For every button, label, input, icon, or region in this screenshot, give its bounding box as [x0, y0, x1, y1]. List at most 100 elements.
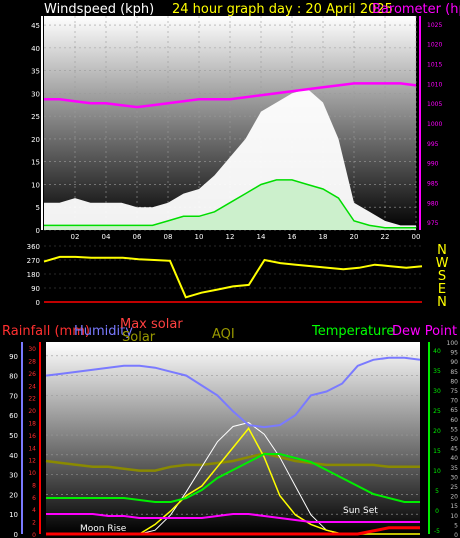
sunset-marker-label: Sun Set: [343, 506, 378, 516]
dewpoint-legend: Dew Point: [392, 324, 457, 339]
compass-label: N: [437, 295, 447, 310]
baro-tick-label: 990: [427, 161, 439, 168]
humidity-tick-label: 20: [9, 491, 18, 499]
plot-area: [46, 342, 420, 534]
wind-tick-label: 15: [31, 159, 40, 167]
temperature-tick-label: 10: [433, 468, 441, 475]
compass-label: S: [438, 269, 446, 284]
wind-tick-label: 10: [31, 181, 40, 189]
temperature-tick-label: 30: [433, 388, 441, 395]
wind-barometer-chart: 0510152025303540459759809859909951000100…: [31, 16, 442, 241]
temperature-tick-label: 20: [433, 428, 441, 435]
solar-tick-label: 75: [450, 388, 458, 395]
humidity-tick-label: 70: [9, 392, 18, 400]
dewpoint-line: [46, 513, 420, 523]
solar-tick-label: 10: [450, 513, 458, 520]
solar-tick-label: 55: [450, 426, 458, 433]
hour-tick-label: 18: [319, 233, 328, 241]
moonrise-marker-label: Moon Rise: [80, 524, 127, 534]
humidity-tick-label: 60: [9, 412, 18, 420]
compass-label: W: [436, 256, 449, 271]
rain-tick-label: 2: [32, 520, 36, 527]
hour-tick-label: 12: [226, 233, 235, 241]
direction-tick-label: 180: [27, 271, 40, 279]
wind-direction-line: [43, 255, 423, 299]
temperature-tick-label: 0: [435, 508, 439, 515]
solar-tick-label: 70: [450, 398, 458, 405]
solar-tick-label: 20: [450, 494, 458, 501]
rainfall-line: [46, 526, 420, 536]
wind-speed-area: [44, 179, 416, 230]
rain-tick-label: 16: [28, 433, 36, 440]
solar-tick-label: 85: [450, 369, 458, 376]
barometer-line: [44, 82, 417, 109]
baro-tick-label: 1020: [427, 42, 442, 49]
temperature-tick-label: 5: [435, 488, 439, 495]
graph-title: 24 hour graph day : 20 April 2025: [172, 2, 393, 17]
rain-tick-label: 28: [28, 359, 36, 366]
temperature-tick-label: 35: [433, 368, 441, 375]
hour-tick-label: 16: [288, 233, 297, 241]
rain-tick-label: 20: [28, 408, 36, 415]
rain-tick-label: 24: [28, 383, 36, 390]
solar-tick-label: 25: [450, 484, 458, 491]
direction-tick-label: 0: [36, 299, 40, 307]
baro-tick-label: 985: [427, 180, 439, 187]
baro-tick-label: 1005: [427, 101, 442, 108]
direction-tick-label: 270: [27, 257, 40, 265]
temperature-tick-label: 25: [433, 408, 441, 415]
compass-label: N: [437, 243, 447, 258]
barometer-axis-title: Barometer (hpa): [372, 2, 460, 17]
humidity-line: [45, 356, 421, 429]
wind-tick-label: 35: [31, 68, 40, 76]
hour-tick-label: 08: [164, 233, 173, 241]
wind-axis-title: Windspeed (kph): [44, 2, 154, 17]
solar-tick-label: 5: [454, 522, 458, 529]
direction-tick-label: 90: [31, 285, 40, 293]
solar-tick-label: 40: [450, 455, 458, 462]
wind-tick-label: 30: [31, 90, 40, 98]
solar-tick-label: 50: [450, 436, 458, 443]
solar-tick-label: 35: [450, 465, 458, 472]
aqi-line: [45, 452, 420, 472]
rain-legend: Rainfall (mm): [2, 324, 90, 339]
hour-tick-label: 06: [133, 233, 142, 241]
aqi-legend: AQI: [212, 327, 235, 342]
rain-tick-label: 4: [32, 507, 36, 514]
solar-legend: Solar: [122, 330, 156, 345]
wind-tick-label: 20: [31, 136, 40, 144]
humidity-tick-label: 40: [9, 452, 18, 460]
rain-tick-label: 6: [32, 495, 36, 502]
wind-tick-label: 45: [31, 22, 40, 30]
wind-tick-label: 5: [36, 204, 40, 212]
hour-tick-label: 22: [381, 233, 390, 241]
baro-tick-label: 1025: [427, 22, 442, 29]
rain-tick-label: 14: [28, 445, 36, 452]
rain-tick-label: 8: [32, 482, 36, 489]
temperature-tick-label: 40: [433, 348, 441, 355]
hour-tick-label: 02: [71, 233, 80, 241]
rain-tick-label: 22: [28, 396, 36, 403]
rain-tick-label: 10: [28, 470, 36, 477]
compass-label: E: [438, 282, 446, 297]
solar-tick-label: 65: [450, 407, 458, 414]
hour-tick-label: 20: [350, 233, 359, 241]
wind-tick-label: 0: [36, 227, 40, 235]
rain-tick-label: 0: [32, 532, 36, 538]
rain-tick-label: 30: [28, 346, 36, 353]
humidity-tick-label: 0: [14, 531, 18, 538]
humidity-tick-label: 50: [9, 432, 18, 440]
rain-tick-label: 18: [28, 421, 36, 428]
humidity-tick-label: 90: [9, 353, 18, 361]
rain-tick-label: 12: [28, 458, 36, 465]
temperature-humidity-solar-chart: 0102030405060708090024681012141618202224…: [9, 340, 458, 538]
temperature-tick-label: -5: [434, 528, 440, 535]
temperature-tick-label: 15: [433, 448, 441, 455]
hour-tick-label: 04: [102, 233, 111, 241]
solar-tick-label: 95: [450, 350, 458, 357]
solar-tick-label: 45: [450, 446, 458, 453]
hour-tick-label: 14: [257, 233, 266, 241]
hour-tick-label: 10: [195, 233, 204, 241]
baro-tick-label: 1010: [427, 81, 442, 88]
